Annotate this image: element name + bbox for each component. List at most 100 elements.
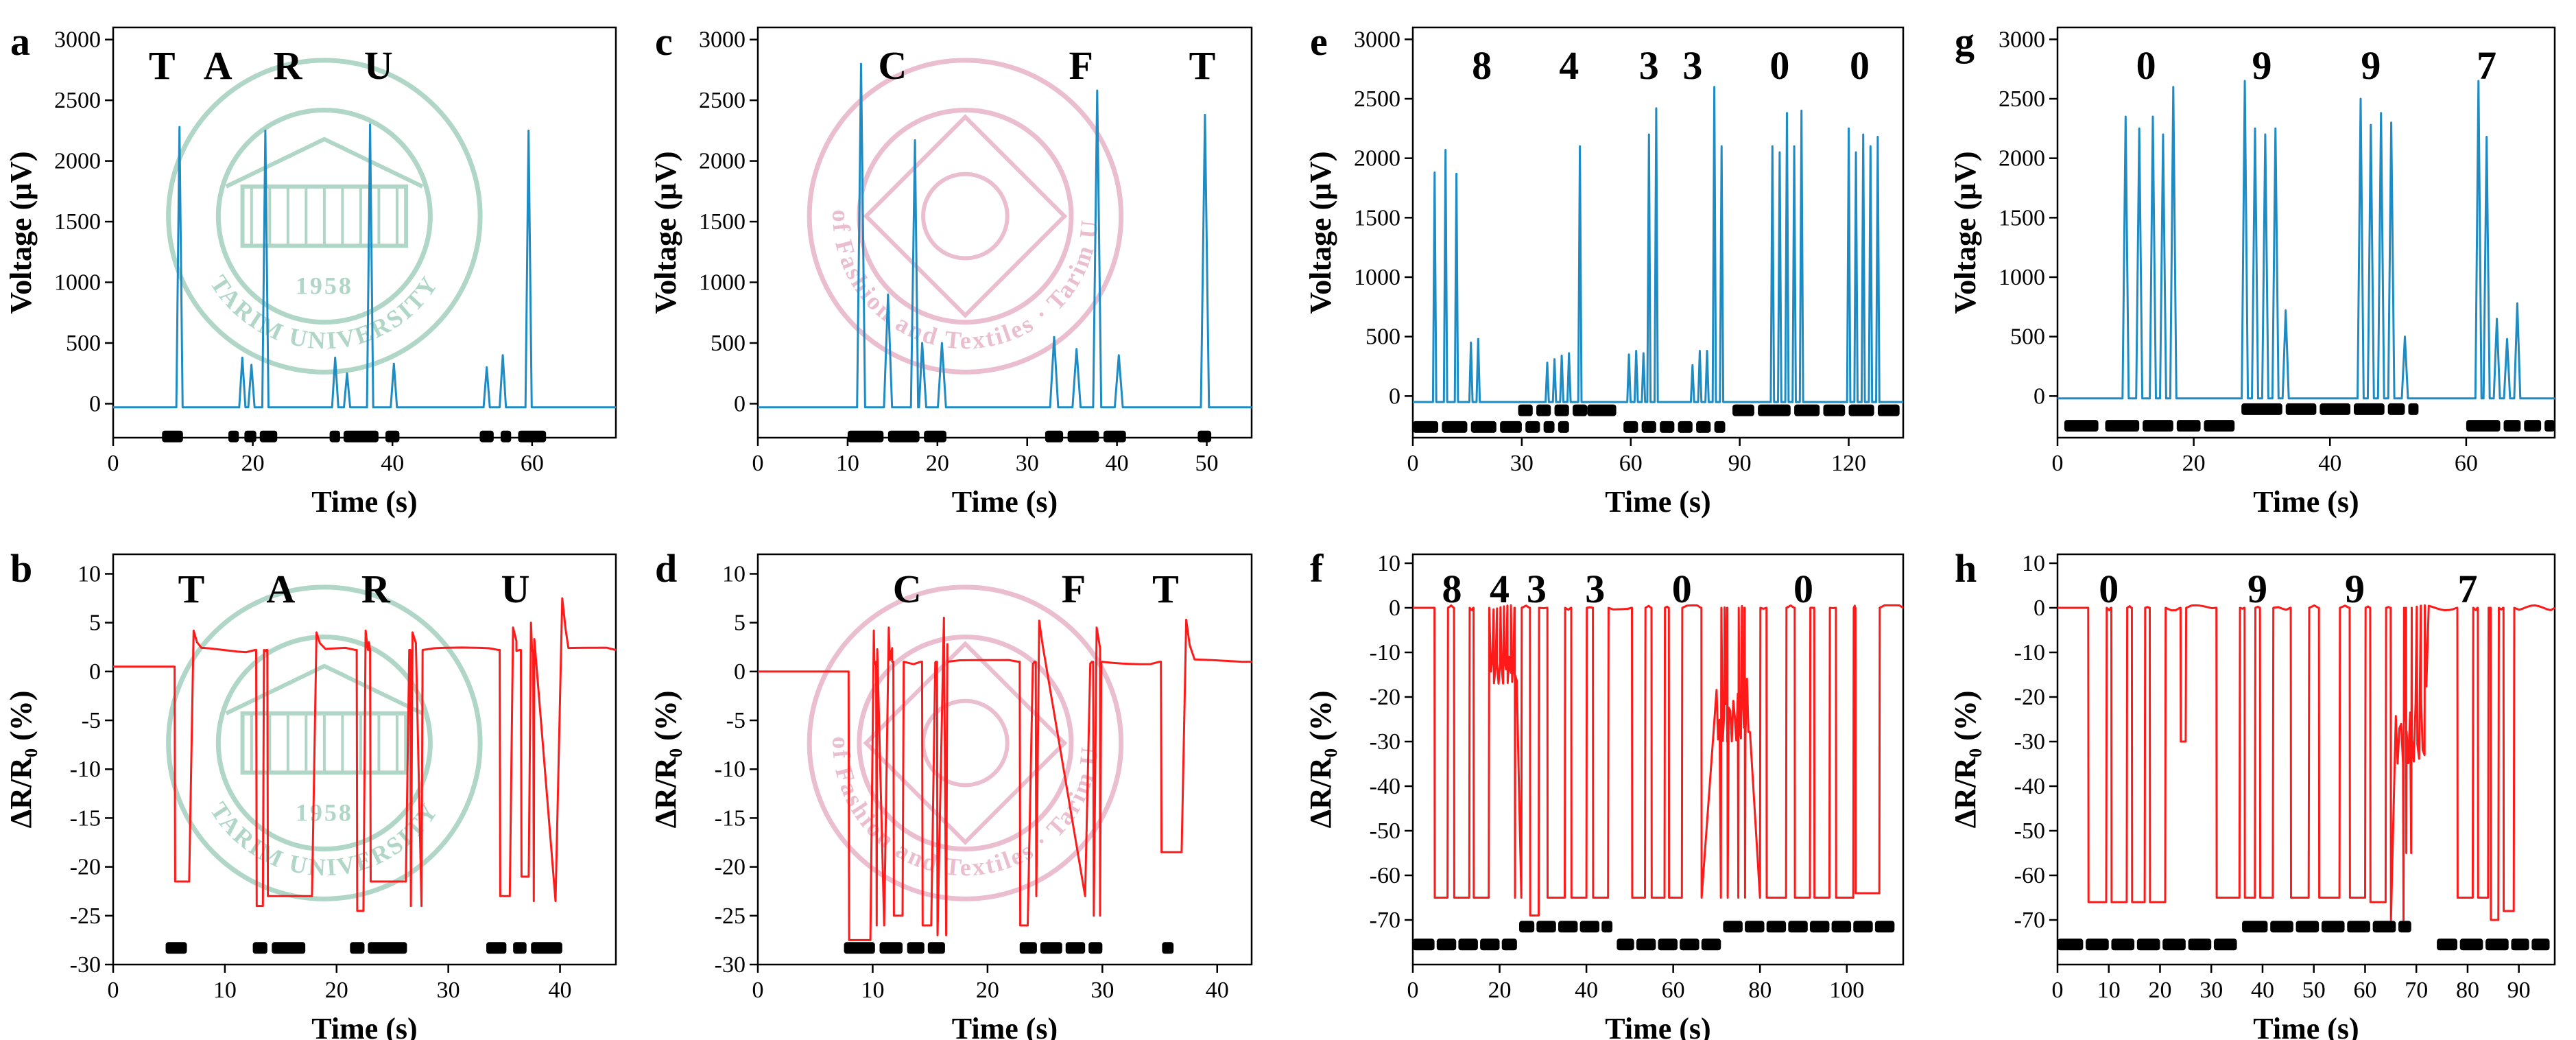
voltage-series-line (758, 62, 1252, 409)
x-tick-label: 20 (1488, 978, 1512, 1003)
touch-marker (162, 430, 183, 442)
y-tick-label: -20 (70, 855, 101, 880)
touch-marker (2531, 938, 2550, 951)
touch-marker (2241, 403, 2282, 415)
x-tick-label: 30 (1090, 978, 1114, 1003)
panel-letter: c (655, 19, 673, 64)
touch-marker (2354, 403, 2385, 415)
seal-year: 1958 (296, 272, 353, 300)
touch-marker (329, 430, 340, 442)
x-tick-label: 10 (213, 978, 237, 1003)
y-tick-label: -20 (1370, 685, 1400, 710)
touch-marker (1442, 421, 1468, 433)
y-axis-title: Voltage (μV) (4, 151, 38, 314)
touch-marker (1641, 421, 1656, 433)
touch-marker (1500, 421, 1522, 433)
touch-marker (2188, 938, 2212, 951)
touch-marker (2511, 938, 2529, 951)
touch-marker (479, 430, 494, 442)
touch-marker (1636, 938, 1656, 951)
touch-marker (2213, 938, 2237, 951)
touch-marker (1543, 421, 1555, 433)
plot-frame (1411, 553, 1905, 966)
seal-outer-ring (807, 58, 1124, 375)
x-tick-label: 50 (1195, 451, 1219, 476)
touch-marker (1601, 921, 1613, 933)
touch-marker (1831, 921, 1852, 933)
y-axis-title: ΔR/R₀ (%) (1948, 691, 1982, 829)
touch-marker (518, 430, 547, 442)
y-tick-label: -10 (715, 757, 746, 782)
annotation-label: 3 (1585, 567, 1605, 611)
touch-marker (531, 942, 562, 954)
touch-marker (259, 430, 278, 442)
touch-marker (2086, 938, 2109, 951)
x-tick-label: 40 (1106, 451, 1129, 476)
x-tick-label: 60 (2353, 978, 2376, 1003)
annotation-label: T (1152, 567, 1179, 611)
touch-marker (385, 430, 400, 442)
x-tick-label: 80 (1748, 978, 1772, 1003)
touch-marker (2064, 420, 2099, 432)
annotation-label: A (204, 43, 232, 88)
panel-letter: a (10, 19, 30, 64)
touch-marker (1045, 430, 1064, 442)
touch-marker (1536, 921, 1556, 933)
touch-marker (1680, 938, 1700, 951)
x-tick-label: 20 (325, 978, 348, 1003)
annotation-label: 9 (2345, 567, 2365, 611)
touch-marker (2105, 420, 2140, 432)
touch-marker (1554, 404, 1569, 416)
x-tick-label: 60 (2455, 451, 2478, 476)
touch-marker (1678, 421, 1693, 433)
x-tick-label: 40 (549, 978, 572, 1003)
x-tick-label: 40 (2251, 978, 2274, 1003)
knot-icon (863, 641, 1068, 845)
annotation-label: F (1062, 567, 1086, 611)
annotation-label: C (893, 567, 922, 611)
y-tick-label: 500 (66, 331, 101, 356)
x-tick-label: 50 (2302, 978, 2326, 1003)
x-tick-label: 60 (1662, 978, 1685, 1003)
roof-icon (225, 663, 424, 716)
annotation-label: A (266, 567, 295, 611)
x-tick-label: 0 (2052, 451, 2064, 476)
y-tick-label: -40 (1370, 774, 1400, 799)
panel-letter: d (655, 546, 677, 591)
touch-marker (927, 942, 945, 954)
touch-marker (1519, 921, 1535, 933)
y-tick-label: 2000 (1354, 146, 1400, 172)
touch-marker (2285, 403, 2317, 415)
touch-marker (1197, 430, 1212, 442)
panel-letter: h (1955, 546, 1977, 591)
y-tick-label: 1000 (1354, 265, 1400, 290)
y-tick-label: 1000 (699, 270, 746, 296)
annotation-label: 3 (1639, 43, 1659, 88)
x-tick-label: 40 (381, 451, 404, 476)
x-axis-title: Time (s) (952, 485, 1058, 519)
y-tick-label: 1000 (1999, 265, 2045, 290)
plot-frame (756, 553, 1253, 966)
touch-marker (252, 942, 267, 954)
seal-outer-ring (807, 584, 1124, 901)
x-tick-label: 120 (1831, 451, 1866, 476)
seal-outer-ring (166, 58, 483, 375)
seal-inner-ring (215, 635, 433, 852)
y-tick-label: -15 (715, 805, 746, 831)
touch-marker (2503, 420, 2521, 432)
touch-marker (272, 942, 306, 954)
touch-marker (1723, 921, 1743, 933)
x-tick-label: 30 (1510, 451, 1534, 476)
y-tick-label: 3000 (54, 27, 101, 53)
touch-marker (1067, 430, 1099, 442)
touch-marker (1579, 921, 1600, 933)
y-tick-label: 0 (734, 659, 746, 685)
touch-marker (1587, 404, 1617, 416)
y-tick-label: 10 (77, 561, 101, 587)
annotation-label: 4 (1559, 43, 1579, 88)
touch-marker (2524, 420, 2542, 432)
touch-marker (501, 430, 512, 442)
y-tick-label: 0 (2034, 595, 2045, 621)
touch-marker (368, 942, 407, 954)
